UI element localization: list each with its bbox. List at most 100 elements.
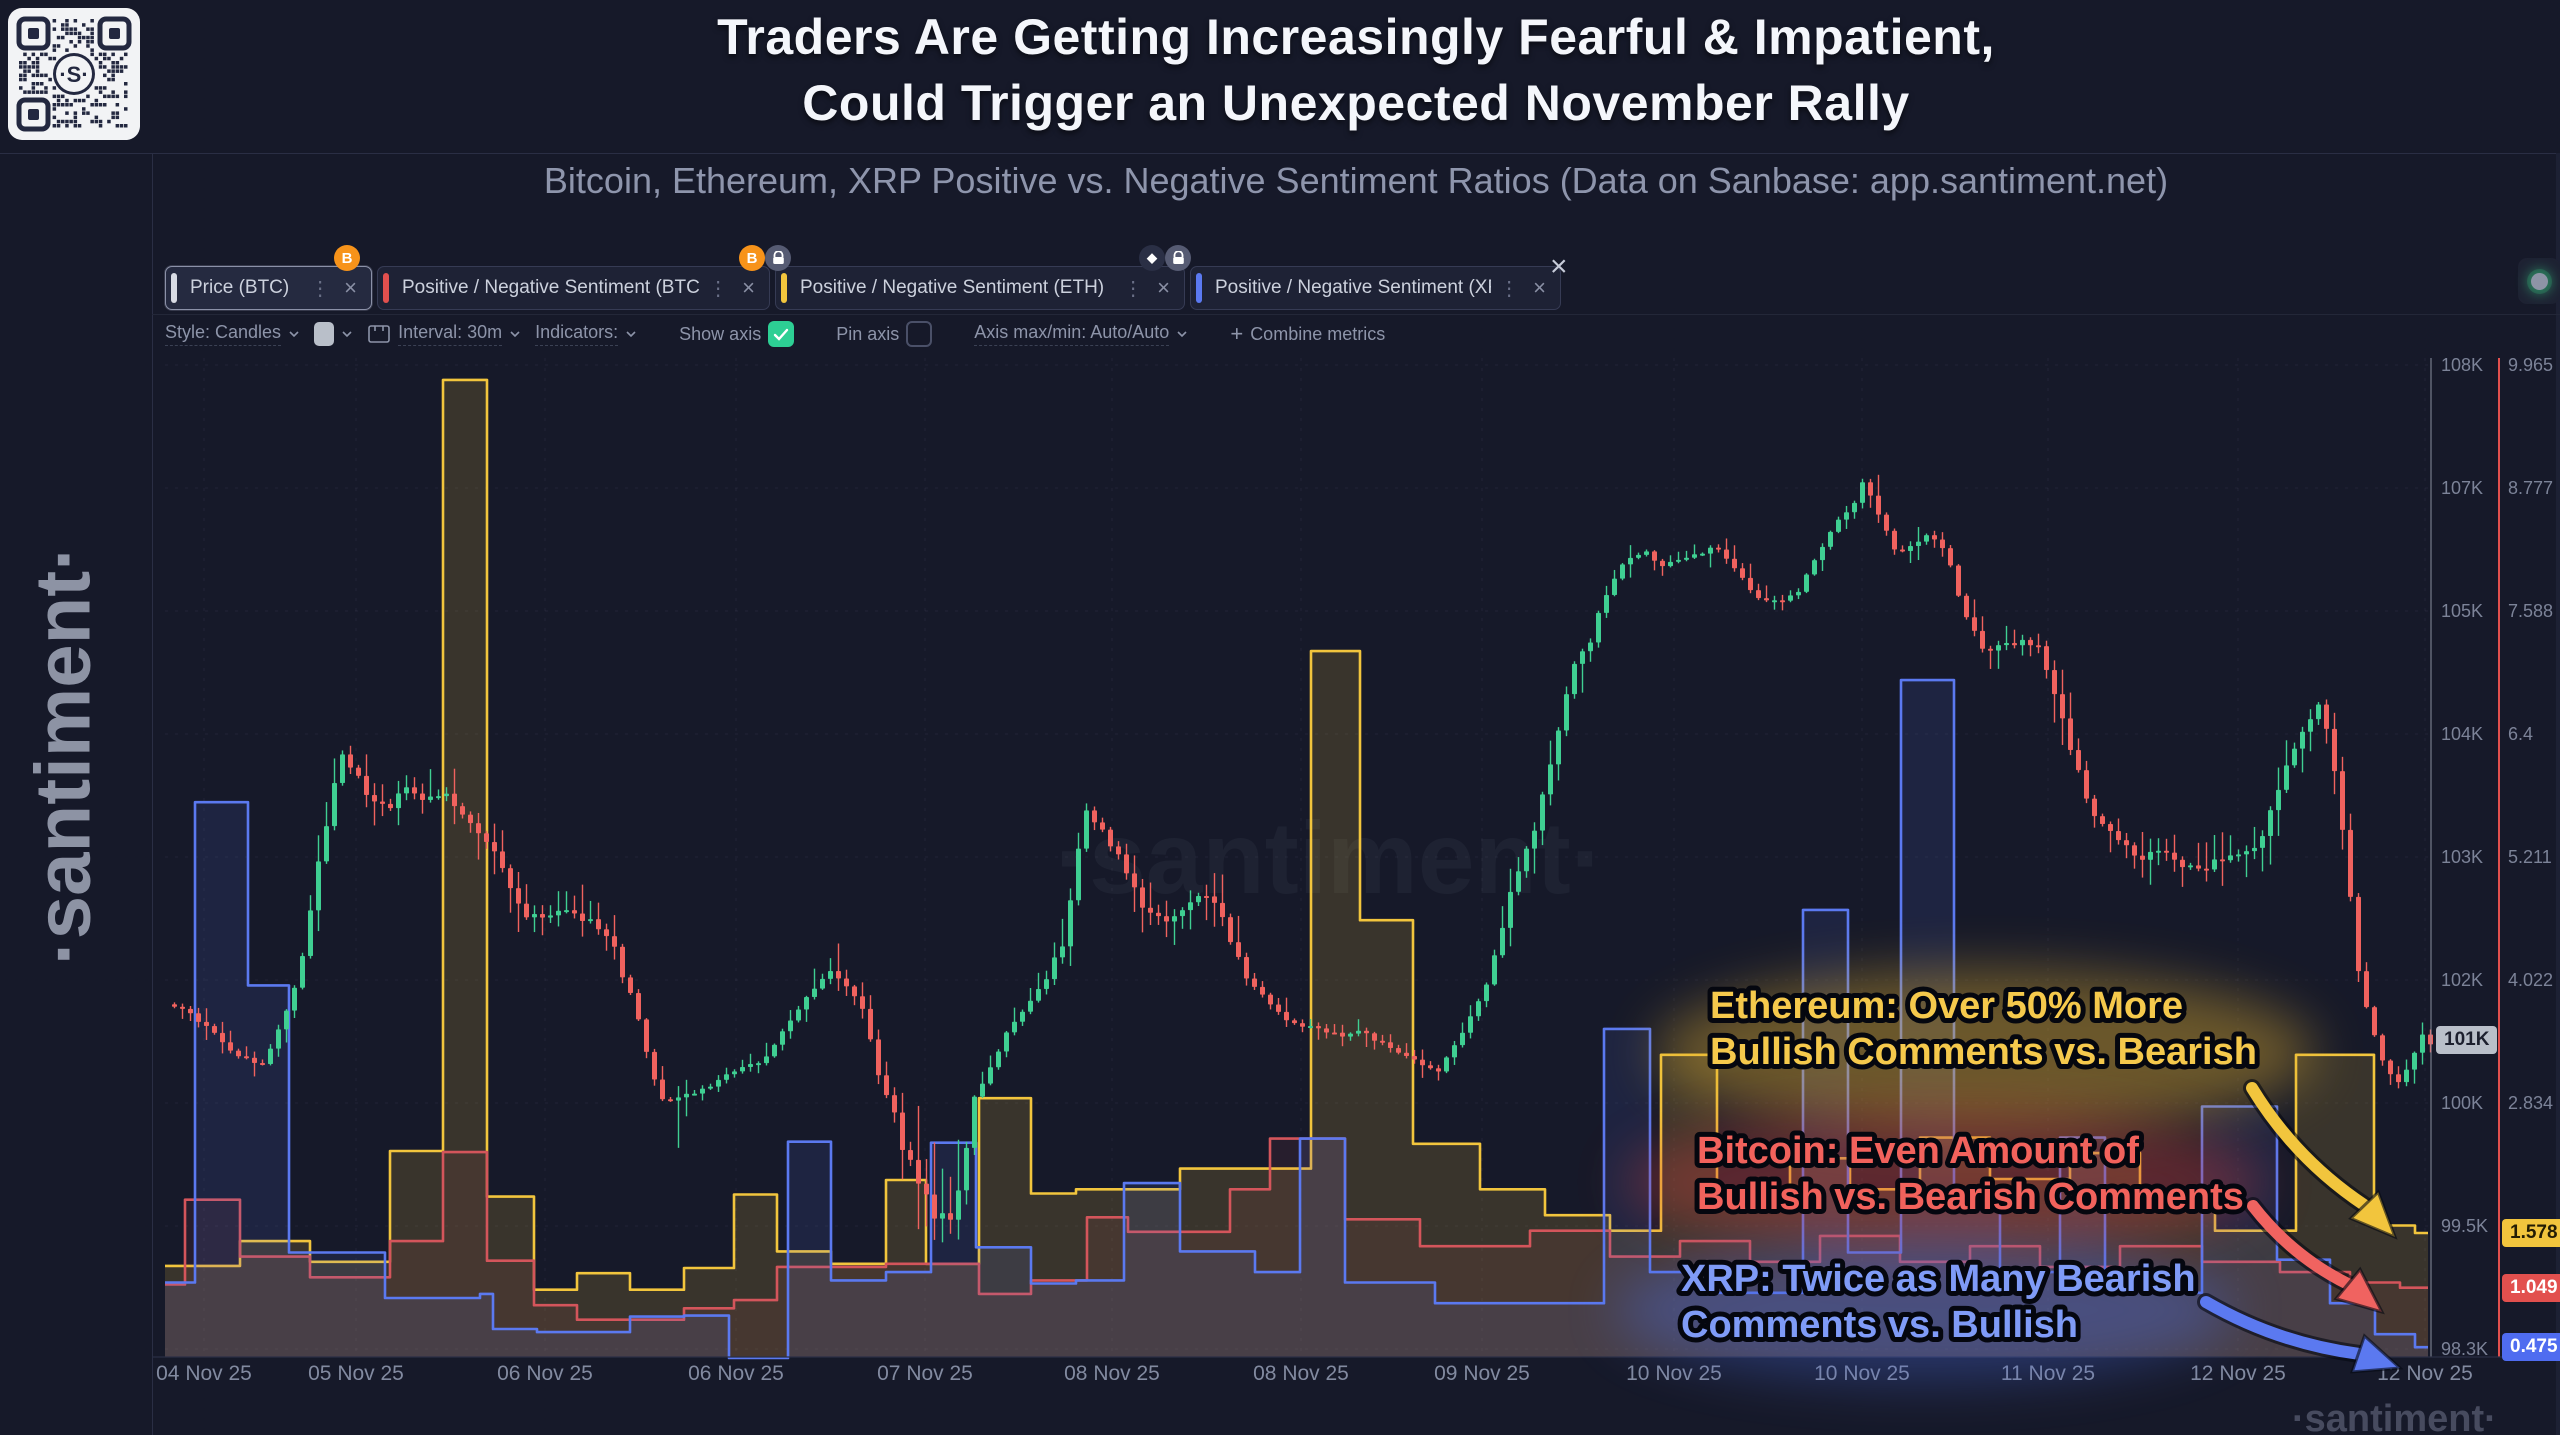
close-all-icon[interactable]: × — [1550, 250, 1568, 283]
annotation-arrow — [2243, 1079, 2398, 1240]
axis-maxmin-label: Axis max/min: Auto/Auto — [974, 322, 1170, 346]
date-tick-label: 08 Nov 25 — [1253, 1362, 1349, 1385]
bitcoin-annotation-glow — [1625, 1110, 2265, 1254]
combine-metrics-label: Combine metrics — [1250, 323, 1386, 344]
plus-icon: + — [1230, 321, 1244, 346]
ethereum-annotation-glow — [1655, 970, 2315, 1134]
date-tick-label: 04 Nov 25 — [156, 1362, 252, 1385]
tab-sentiment-xrp[interactable]: Positive / Negative Sentiment (XRP) ⋮ × — [1190, 266, 1561, 310]
tab-close-icon[interactable]: × — [1157, 275, 1170, 300]
price-tick-label: 104K — [2441, 724, 2483, 744]
style-label: Style: Candles — [165, 322, 282, 346]
tab-accent-bar — [781, 273, 787, 303]
bitcoin-icon: B — [334, 245, 360, 271]
tabs-underline — [152, 314, 2560, 315]
checkbox-empty-icon[interactable] — [906, 321, 933, 347]
ethereum-icon: ◆ — [1139, 245, 1165, 271]
metric-tab-row: Price (BTC) ⋮ × Positive / Negative Sent… — [165, 266, 1561, 310]
price-tick-label: 107K — [2441, 478, 2483, 498]
tab-label: Positive / Negative Sentiment (XRP) — [1215, 277, 1492, 298]
page-subtitle: Bitcoin, Ethereum, XRP Positive vs. Nega… — [543, 160, 2169, 201]
bitcoin-annotation-line2: Bullish vs. Bearish Comments — [1697, 1176, 2244, 1218]
color-swatch — [314, 322, 335, 346]
center-watermark: ·santiment· — [1055, 801, 1605, 915]
glow-dot-icon — [2530, 272, 2548, 290]
tab-accent-bar — [171, 273, 177, 303]
ethereum-annotation-line2: Bullish Comments vs. Bearish — [1710, 1031, 2257, 1073]
tab-options-icon[interactable]: ⋮ — [1499, 277, 1520, 300]
combine-metrics-button[interactable]: + Combine metrics — [1230, 321, 1385, 347]
interval-icon — [368, 325, 390, 343]
date-tick-label: 06 Nov 25 — [688, 1362, 784, 1385]
axis-labels[interactable]: 108K 107K 105K 104K 103K 102K 100K 99.5K 98.3K 9.… — [156, 355, 2553, 1385]
show-axis-toggle[interactable]: Show axis — [679, 321, 795, 347]
show-axis-label: Show axis — [679, 323, 762, 344]
date-tick-label: 05 Nov 25 — [308, 1362, 404, 1385]
tab-close-icon[interactable]: × — [344, 275, 357, 300]
chevron-down-icon — [510, 331, 520, 338]
status-indicator-button[interactable] — [2518, 258, 2560, 304]
page-title: Traders Are Getting Increasingly Fearful… — [152, 4, 2560, 136]
chevron-down-icon — [342, 331, 352, 338]
chevron-down-icon — [1177, 331, 1187, 338]
price-tick-label: 105K — [2441, 601, 2483, 621]
xrp-annotation-glow — [1615, 1240, 2235, 1380]
price-tick-label: 103K — [2441, 847, 2483, 867]
price-tick-label: 100K — [2441, 1093, 2483, 1113]
interval-select[interactable]: Interval: 30m — [367, 322, 521, 346]
sentiment-tick-label: 2.834 — [2508, 1093, 2553, 1113]
xrp-annotation-line2: Comments vs. Bullish — [1681, 1304, 2078, 1346]
tab-label: Positive / Negative Sentiment (BTC) — [402, 277, 701, 298]
right-edge-strip — [2556, 153, 2560, 1435]
btc-sentiment-badge: 1.049 — [2502, 1274, 2560, 1302]
bitcoin-annotation-line1: Bitcoin: Even Amount of — [1697, 1130, 2139, 1172]
price-tick-label: 108K — [2441, 355, 2483, 375]
sentiment-tick-label: 8.777 — [2508, 478, 2553, 498]
candlestick-layer — [172, 474, 2433, 1243]
sidebar-divider — [152, 153, 153, 1435]
pin-axis-label: Pin axis — [836, 323, 900, 344]
axis-maxmin-select[interactable]: Axis max/min: Auto/Auto — [974, 322, 1188, 346]
xrp-annotation-line1: XRP: Twice as Many Bearish — [1681, 1258, 2196, 1300]
checkbox-checked-icon[interactable] — [768, 321, 795, 347]
date-tick-label: 08 Nov 25 — [1064, 1362, 1160, 1385]
eth-sentiment-badge: 1.578 — [2502, 1219, 2560, 1247]
sentiment-tick-label: 4.022 — [2508, 970, 2553, 990]
sentiment-tick-label: 5.211 — [2508, 847, 2552, 867]
tab-sentiment-eth[interactable]: Positive / Negative Sentiment (ETH) ⋮ × — [775, 266, 1185, 310]
tab-close-icon[interactable]: × — [742, 275, 755, 300]
tab-close-icon[interactable]: × — [1533, 275, 1546, 300]
title-line-1: Traders Are Getting Increasingly Fearful… — [717, 9, 1995, 65]
tab-label: Positive / Negative Sentiment (ETH) — [800, 277, 1105, 298]
tab-options-icon[interactable]: ⋮ — [708, 277, 729, 300]
qr-code: ·S· — [8, 8, 140, 140]
lock-icon — [1165, 245, 1191, 271]
tab-price-btc[interactable]: Price (BTC) ⋮ × — [165, 266, 372, 310]
chevron-down-icon — [289, 331, 299, 338]
color-swatch-select[interactable] — [314, 322, 353, 346]
sentiment-tick-label: 9.965 — [2508, 355, 2553, 375]
sentiment-tick-label: 6.4 — [2508, 724, 2533, 744]
date-tick-label: 10 Nov 25 — [1626, 1362, 1722, 1385]
tab-sentiment-btc[interactable]: Positive / Negative Sentiment (BTC) ⋮ × — [377, 266, 770, 310]
bottom-right-watermark: ·santiment· — [2292, 1398, 2497, 1435]
sentiment-tick-label: 7.588 — [2508, 601, 2553, 621]
lock-icon — [765, 245, 791, 271]
tab-label: Price (BTC) — [190, 277, 290, 298]
title-line-2: Could Trigger an Unexpected November Ral… — [802, 75, 1910, 131]
tab-options-icon[interactable]: ⋮ — [1123, 277, 1144, 300]
svg-text:·S·: ·S· — [59, 62, 88, 87]
tab-accent-bar — [383, 273, 389, 303]
style-select[interactable]: Style: Candles — [165, 322, 300, 346]
date-tick-label: 06 Nov 25 — [497, 1362, 593, 1385]
annotation-arrows — [2197, 1079, 2404, 1374]
pin-axis-toggle[interactable]: Pin axis — [836, 321, 933, 347]
price-tick-label: 98.3K — [2441, 1339, 2488, 1359]
tab-options-icon[interactable]: ⋮ — [310, 277, 331, 300]
indicators-select[interactable]: Indicators: — [535, 322, 637, 346]
bitcoin-icon: B — [739, 245, 765, 271]
date-tick-label: 09 Nov 25 — [1434, 1362, 1530, 1385]
date-tick-label: 12 Nov 25 — [2190, 1362, 2286, 1385]
